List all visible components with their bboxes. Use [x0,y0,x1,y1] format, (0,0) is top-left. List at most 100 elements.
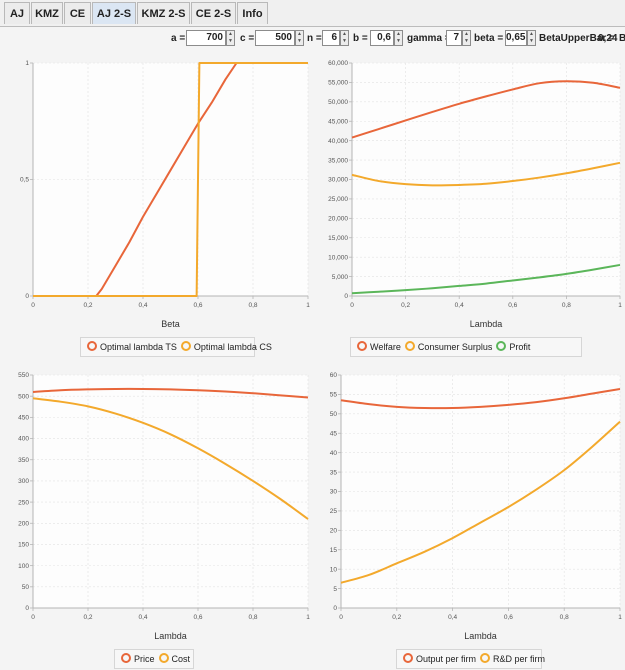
y-tick-label: 35 [330,469,338,476]
param-beta-spinner[interactable]: ▲ ▼ [527,30,536,46]
legend-item-consumer-surplus[interactable]: Consumer Surplus [404,338,493,356]
chart-panel-price-cost: 0 50 100 150 200 250 300 350 400 450 500 550 0 0,2 0,4… [0,365,312,670]
param-c-spinner[interactable]: ▲ ▼ [295,30,304,46]
y-tick-label: 55,000 [328,80,348,87]
legend-item-optimal-lambda-cs[interactable]: Optimal lambda CS [180,338,272,356]
param-n-spinner[interactable]: ▲ ▼ [340,30,349,46]
tab-bar: AJ KMZ CE AJ 2-S KMZ 2-S CE 2-S Info [0,0,625,27]
x-tick-label: 0,4 [455,302,464,309]
chart-c4: 0 5 10 15 20 25 30 35 40 45 50 55 60 0 0,2 0,4 0,6 0,8 1 [330,372,622,621]
legend-circle-icon [404,341,415,351]
x-tick-label: 0,6 [508,302,517,309]
legend-label: Optimal lambda CS [193,342,272,352]
series-line-price [32,387,309,399]
chart-c3: 0 50 100 150 200 250 300 350 400 450 500 550 0 0,2 0,4… [18,372,310,621]
y-tick-label: 550 [18,372,29,379]
x-tick-label: 1 [618,614,622,621]
y-tick-label: 35,000 [328,157,348,164]
param-a-field[interactable]: 700 [186,30,226,46]
series-line-cost [32,397,309,520]
legend-circle-icon [87,341,97,351]
y-tick-label: 1 [25,60,29,67]
x-tick-label: 0 [31,302,35,309]
plot-area [33,375,308,608]
tab-kmz[interactable]: KMZ [31,2,63,24]
legend-item-optimal-lambda-ts[interactable]: Optimal lambda TS [87,338,177,356]
x-axis-title: Lambda [464,631,497,641]
y-tick-label: 200 [18,520,29,527]
x-tick-label: 1 [306,614,310,621]
param-gamma-spinner[interactable]: ▲ ▼ [462,30,471,46]
x-tick-label: 0 [350,302,354,309]
x-axis-title: Lambda [469,319,503,329]
x-tick-label: 0,8 [562,302,571,309]
chart-legend: Welfare Consumer Surplus Profit [350,337,582,357]
y-tick-label: 15,000 [328,235,348,242]
legend-circle-icon [496,341,507,351]
legend-circle-icon [180,341,191,351]
y-tick-label: 30 [330,489,338,496]
legend-item-randd-per-firm[interactable]: R&D per firm [480,650,545,668]
y-tick-label: 60 [330,372,338,379]
y-tick-label: 450 [18,415,29,422]
chart-panel-welfare: 0 5,000 10,000 15,000 20,000 25,000 30,000 35,0… [312,53,625,363]
series-line-randd-per-firm [340,420,621,584]
x-tick-label: 0 [339,614,343,621]
y-tick-label: 5,000 [332,274,349,281]
parameters-bar: a = 700 ▲ ▼ c = 500 ▲ ▼ n = 6 ▲ ▼ b = 0,6 ▲… [0,27,625,49]
param-c-label: c = [240,33,255,44]
legend-item-profit[interactable]: Profit [496,338,530,356]
tab-ce-2s[interactable]: CE 2-S [191,2,236,24]
legend-circle-icon [121,653,131,663]
y-tick-label: 55 [330,392,338,399]
y-tick-label: 10,000 [328,254,348,261]
legend-item-cost[interactable]: Cost [158,650,191,668]
legend-label: Output per firm [416,654,477,664]
x-axis-title: Beta [161,319,180,329]
y-tick-label: 500 [18,393,29,400]
param-b-field[interactable]: 0,6 [370,30,394,46]
y-tick-label: 0 [25,605,29,612]
y-tick-label: 0 [25,293,29,300]
y-tick-label: 25,000 [328,196,348,203]
tab-aj-2s[interactable]: AJ 2-S [92,2,136,24]
chart-c2: 0 5,000 10,000 15,000 20,000 25,000 30,000 35,0… [328,60,622,309]
param-gamma-field[interactable]: 7 [446,30,462,46]
tab-kmz-2s[interactable]: KMZ 2-S [137,2,190,24]
chart-panel-optimal-lambda: 0 0,5 1 0 0,2 0,4 0,6 0,8 1 Beta Optimal lambda TS… [0,53,312,363]
y-tick-label: 20,000 [328,216,348,223]
legend-item-output-per-firm[interactable]: Output per firm [403,650,476,668]
x-axis-title: Lambda [154,631,187,641]
series-line-output-per-firm [340,387,621,410]
x-tick-label: 1 [618,302,622,309]
tab-aj[interactable]: AJ [4,2,30,24]
x-tick-label: 0,4 [138,302,147,309]
tab-info[interactable]: Info [237,2,268,24]
param-n-field[interactable]: 6 [322,30,340,46]
y-tick-label: 350 [18,457,29,464]
legend-label: Consumer Surplus [417,342,493,352]
series-line-consumer-surplus [351,161,621,187]
y-tick-label: 0 [344,293,348,300]
param-a-spinner[interactable]: ▲ ▼ [226,30,235,46]
y-tick-label: 40,000 [328,138,348,145]
chart-legend: Output per firm R&D per firm [396,649,545,669]
param-b-spinner[interactable]: ▲ ▼ [394,30,403,46]
legend-label: Cost [171,654,191,664]
legend-circle-icon [357,341,367,351]
param-c-field[interactable]: 500 [255,30,295,46]
param-beta-field[interactable]: 0,65 [505,30,527,46]
series-line-profit [351,263,621,295]
chart-panel-output-rd: 0 5 10 15 20 25 30 35 40 45 50 55 60 0 0,2 0,4 0,6 0,8 1 La… [312,365,625,670]
x-tick-label: 0,8 [248,614,257,621]
y-tick-label: 50 [22,584,30,591]
tab-ce[interactable]: CE [64,2,91,24]
legend-label: Profit [509,342,531,352]
x-tick-label: 0,6 [193,302,202,309]
legend-label: Price [134,654,155,664]
y-tick-label: 300 [18,478,29,485]
legend-item-price[interactable]: Price [121,650,155,668]
legend-item-welfare[interactable]: Welfare [357,338,401,356]
y-tick-label: 25 [330,508,338,515]
legend-circle-icon [158,653,169,663]
